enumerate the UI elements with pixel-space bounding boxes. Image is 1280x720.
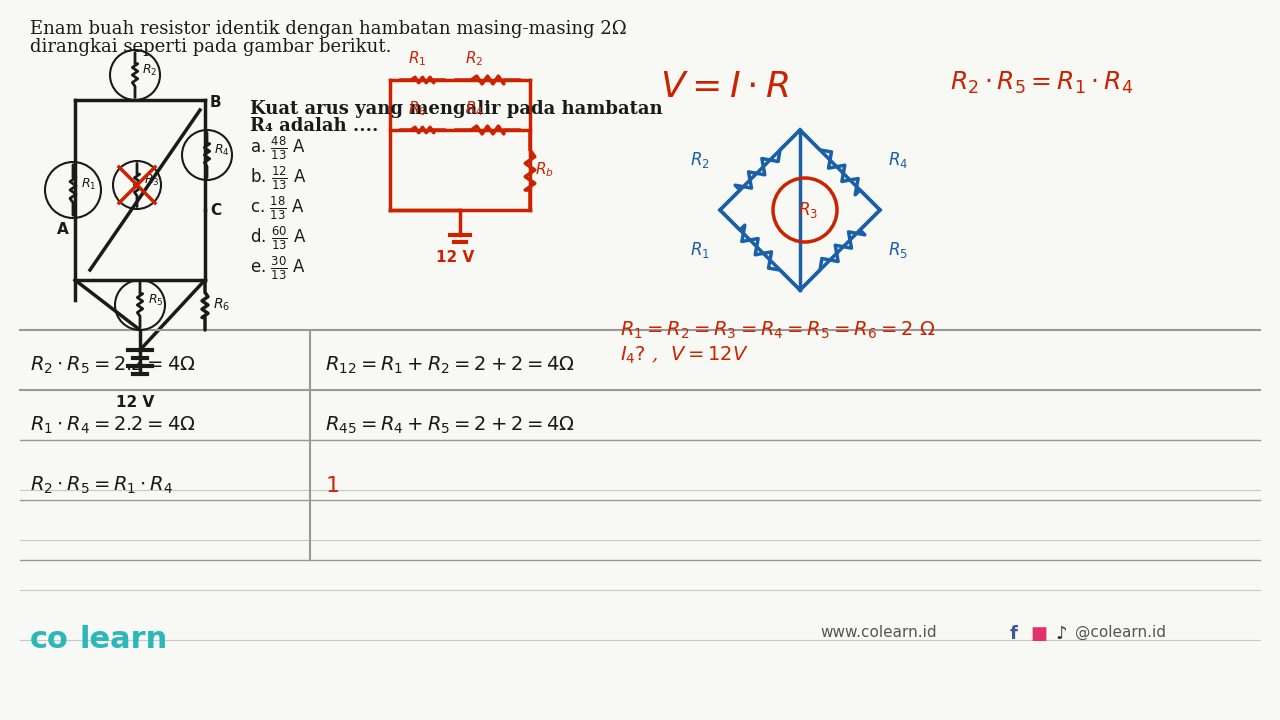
Text: $R_1 \cdot R_4 = 2.2 = 4\Omega$: $R_1 \cdot R_4 = 2.2 = 4\Omega$ <box>29 415 196 436</box>
Text: C: C <box>210 202 221 217</box>
Text: $R_{45} = R_4+R_5 = 2+2 = 4\Omega$: $R_{45} = R_4+R_5 = 2+2 = 4\Omega$ <box>325 415 575 436</box>
Text: $R_2$: $R_2$ <box>690 150 710 170</box>
Text: $R_2 \cdot R_5 = R_1 \cdot R_4$: $R_2 \cdot R_5 = R_1 \cdot R_4$ <box>29 475 173 496</box>
Text: $R_b$: $R_b$ <box>535 161 554 179</box>
Text: www.colearn.id: www.colearn.id <box>820 625 937 640</box>
Text: co: co <box>29 625 69 654</box>
Text: $R_6$: $R_6$ <box>212 297 230 313</box>
Text: $R_1$: $R_1$ <box>690 240 710 260</box>
Text: $V= I \cdot R$: $V= I \cdot R$ <box>660 70 788 104</box>
Text: $R_2 \cdot R_5 = R_1 \cdot R_4$: $R_2 \cdot R_5 = R_1 \cdot R_4$ <box>950 70 1133 96</box>
Text: $1$: $1$ <box>325 475 339 497</box>
Text: $R_1$: $R_1$ <box>408 49 426 68</box>
Text: $R_1=R_2=R_3=R_4=R_5=R_6= 2 \ \Omega$: $R_1=R_2=R_3=R_4=R_5=R_6= 2 \ \Omega$ <box>620 320 936 341</box>
Text: ■: ■ <box>1030 625 1047 643</box>
Text: A: A <box>58 222 69 236</box>
Text: $R_4$: $R_4$ <box>465 99 484 118</box>
Text: Enam buah resistor identik dengan hambatan masing-masing 2Ω: Enam buah resistor identik dengan hambat… <box>29 20 627 38</box>
Text: $R_2$: $R_2$ <box>465 49 484 68</box>
Text: $R_1$: $R_1$ <box>82 177 97 192</box>
Text: b. $\frac{12}{13}$ A: b. $\frac{12}{13}$ A <box>250 165 306 192</box>
Text: learn: learn <box>79 625 168 654</box>
Text: $R_4$: $R_4$ <box>215 143 230 158</box>
Text: 12 V: 12 V <box>436 250 474 265</box>
Text: e. $\frac{30}{13}$ A: e. $\frac{30}{13}$ A <box>250 255 306 282</box>
Text: B: B <box>210 94 221 109</box>
Text: c. $\frac{18}{13}$ A: c. $\frac{18}{13}$ A <box>250 195 305 222</box>
Text: $R_{12} = R_1+R_2 = 2+2 = 4\Omega$: $R_{12} = R_1+R_2 = 2+2 = 4\Omega$ <box>325 355 575 377</box>
Text: $R_3$: $R_3$ <box>145 173 160 188</box>
Text: $I_4?$ ,  $V=12V$: $I_4?$ , $V=12V$ <box>620 345 749 366</box>
Text: $R_3$: $R_3$ <box>797 200 818 220</box>
Text: $R_2 \cdot R_5 = 2.2 = 4\Omega$: $R_2 \cdot R_5 = 2.2 = 4\Omega$ <box>29 355 196 377</box>
Text: $R_6$: $R_6$ <box>408 99 426 118</box>
Text: $R_2$: $R_2$ <box>142 63 157 78</box>
Text: R₄ adalah ....: R₄ adalah .... <box>250 117 379 135</box>
Text: 12 V: 12 V <box>116 395 154 410</box>
Text: $R_5$: $R_5$ <box>888 240 908 260</box>
Text: d. $\frac{60}{13}$ A: d. $\frac{60}{13}$ A <box>250 225 306 253</box>
Text: a. $\frac{48}{13}$ A: a. $\frac{48}{13}$ A <box>250 135 306 163</box>
Text: dirangkai seperti pada gambar berikut.: dirangkai seperti pada gambar berikut. <box>29 38 392 56</box>
Text: $R_5$: $R_5$ <box>147 292 163 307</box>
Text: f: f <box>1010 625 1018 643</box>
Text: $R_4$: $R_4$ <box>888 150 909 170</box>
Text: @colearn.id: @colearn.id <box>1075 625 1166 640</box>
Text: Kuat arus yang mengalir pada hambatan: Kuat arus yang mengalir pada hambatan <box>250 100 663 118</box>
Text: ♪: ♪ <box>1055 625 1066 643</box>
